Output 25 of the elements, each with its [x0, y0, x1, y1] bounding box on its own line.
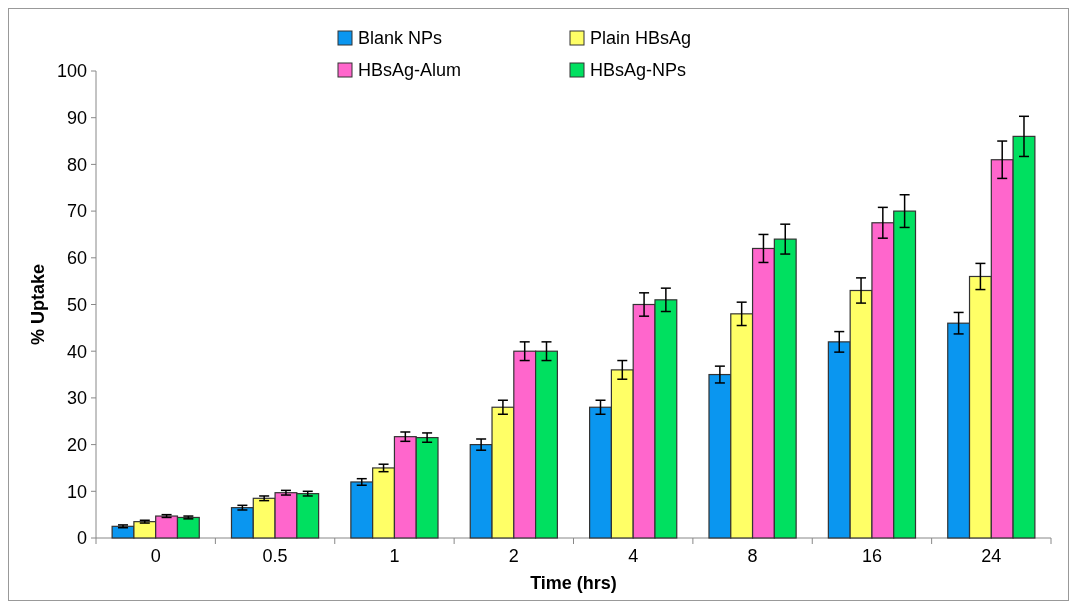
x-tick-label: 8 [747, 546, 758, 566]
y-tick-label: 80 [66, 154, 87, 175]
x-tick-label: 24 [981, 546, 1002, 566]
x-tick-label: 4 [628, 546, 639, 566]
y-tick-label: 10 [66, 481, 87, 502]
x-tick-label: 1 [389, 546, 400, 566]
y-tick-label: 30 [66, 388, 87, 409]
y-tick-label: 100 [56, 61, 87, 82]
y-tick-label: 0 [76, 528, 87, 549]
x-tick-label: 0 [150, 546, 161, 566]
y-tick-label: 60 [66, 248, 87, 269]
legend-label: Blank NPs [358, 28, 443, 49]
y-tick-label: 50 [66, 294, 87, 315]
y-tick-label: 40 [66, 341, 87, 362]
x-tick-label: 0.5 [262, 546, 288, 566]
y-tick-label: 90 [66, 108, 87, 128]
legend-label: HBsAg-NPs [590, 60, 687, 81]
x-axis-title: Time (hrs) [530, 573, 617, 593]
y-tick-label: 70 [66, 201, 87, 222]
x-tick-label: 2 [508, 546, 519, 566]
y-tick-label: 20 [66, 434, 87, 455]
legend-label: Plain HBsAg [590, 28, 692, 49]
legend-label: HBsAg-Alum [358, 60, 462, 81]
x-tick-label: 16 [861, 546, 882, 566]
y-axis-title: % Uptake [28, 263, 48, 346]
